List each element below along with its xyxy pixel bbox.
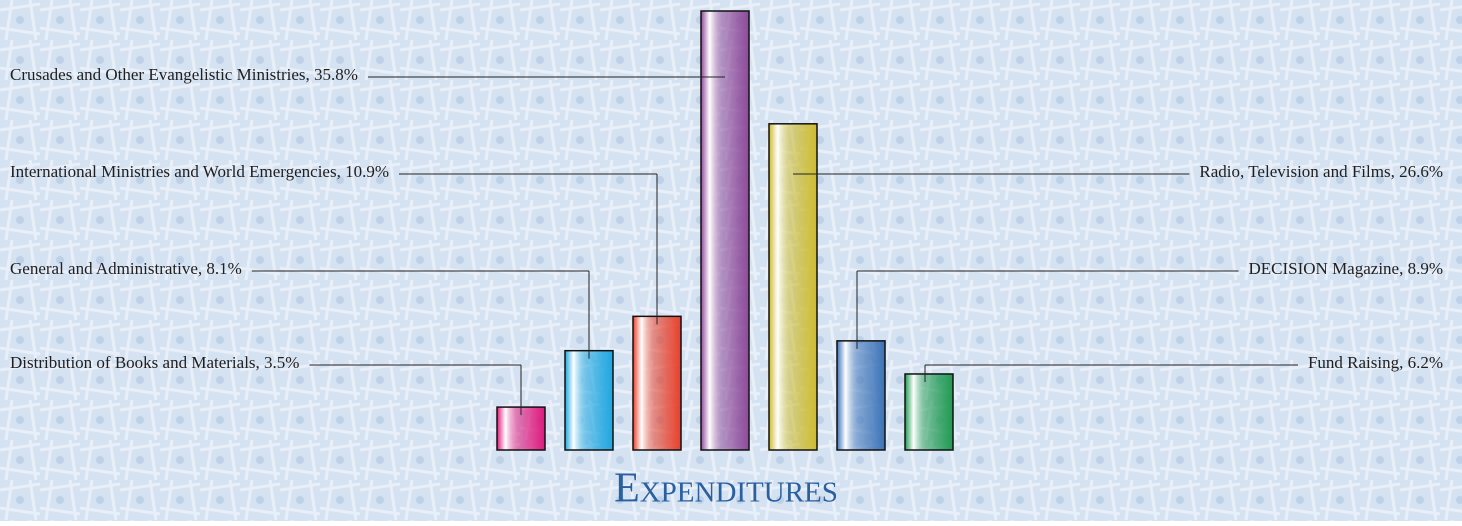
- bar: [905, 374, 953, 450]
- bar-label: Radio, Television and Films, 26.6%: [1199, 162, 1443, 181]
- bar-label: Fund Raising, 6.2%: [1308, 353, 1443, 372]
- bar: [565, 351, 613, 450]
- bar-label: General and Administrative, 8.1%: [10, 259, 242, 278]
- bar: [837, 341, 885, 450]
- bar: [633, 316, 681, 450]
- bar-label: Crusades and Other Evangelistic Ministri…: [10, 65, 358, 84]
- bar-label: International Ministries and World Emerg…: [10, 162, 389, 181]
- bar-label: Distribution of Books and Materials, 3.5…: [10, 353, 299, 372]
- bar: [769, 124, 817, 450]
- chart: Expenditures Distribution of Books and M…: [0, 0, 1462, 521]
- bar-label: DECISION Magazine, 8.9%: [1248, 259, 1443, 278]
- chart-title: Expenditures: [614, 466, 838, 512]
